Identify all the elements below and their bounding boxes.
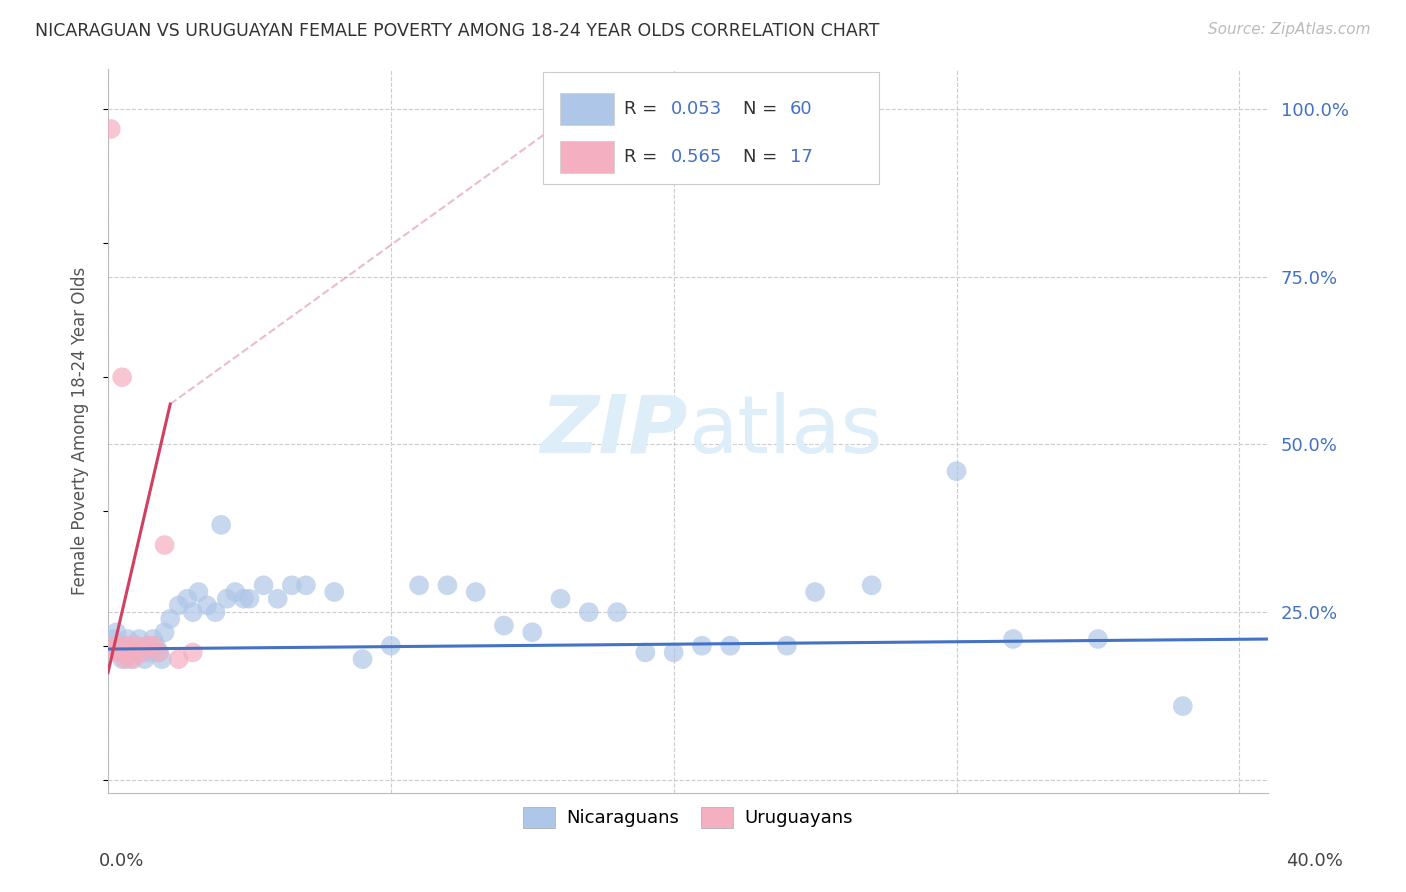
Point xyxy=(522,625,544,640)
Legend: Nicaraguans, Uruguayans: Nicaraguans, Uruguayans xyxy=(516,800,860,835)
Text: 0.0%: 0.0% xyxy=(98,852,143,870)
Point xyxy=(295,578,318,592)
Point xyxy=(128,632,150,646)
Point xyxy=(131,645,153,659)
Point xyxy=(860,578,883,592)
Text: R =: R = xyxy=(624,100,664,119)
Text: N =: N = xyxy=(744,100,783,119)
Point xyxy=(100,639,122,653)
Point xyxy=(145,639,167,653)
Point xyxy=(159,612,181,626)
Point xyxy=(1087,632,1109,646)
Point xyxy=(117,632,139,646)
Point xyxy=(267,591,290,606)
Point xyxy=(139,645,162,659)
Point xyxy=(153,625,176,640)
Point xyxy=(125,639,148,653)
Text: 40.0%: 40.0% xyxy=(1286,852,1343,870)
Point xyxy=(1002,632,1025,646)
Point xyxy=(181,605,204,619)
Point xyxy=(100,122,122,136)
Point xyxy=(167,599,190,613)
Point xyxy=(167,652,190,666)
Point xyxy=(122,652,145,666)
Point xyxy=(252,578,274,592)
Text: 0.053: 0.053 xyxy=(671,100,721,119)
Point xyxy=(125,639,148,653)
Point xyxy=(120,645,142,659)
Point xyxy=(108,645,131,659)
Point xyxy=(148,645,170,659)
Point xyxy=(776,639,799,653)
Point xyxy=(134,652,156,666)
Point xyxy=(238,591,260,606)
Point xyxy=(120,652,142,666)
Point xyxy=(224,585,246,599)
Point xyxy=(108,639,131,653)
Y-axis label: Female Poverty Among 18-24 Year Olds: Female Poverty Among 18-24 Year Olds xyxy=(72,267,89,595)
Point xyxy=(114,652,136,666)
Point xyxy=(142,639,165,653)
Point xyxy=(690,639,713,653)
Point xyxy=(105,645,128,659)
Point xyxy=(215,591,238,606)
Point xyxy=(804,585,827,599)
Point xyxy=(209,517,232,532)
FancyBboxPatch shape xyxy=(560,141,613,173)
Point xyxy=(181,645,204,659)
Point xyxy=(111,652,134,666)
Point xyxy=(148,645,170,659)
Point xyxy=(492,618,515,632)
Point xyxy=(662,645,685,659)
Point xyxy=(436,578,458,592)
Point xyxy=(323,585,346,599)
Point xyxy=(408,578,430,592)
Point xyxy=(114,639,136,653)
Text: R =: R = xyxy=(624,148,664,166)
FancyBboxPatch shape xyxy=(560,94,613,125)
Point xyxy=(606,605,628,619)
Point xyxy=(187,585,209,599)
Point xyxy=(232,591,254,606)
Point xyxy=(136,639,159,653)
Point xyxy=(111,645,134,659)
Point xyxy=(111,370,134,384)
Point xyxy=(1171,699,1194,714)
Point xyxy=(281,578,304,592)
Text: 0.565: 0.565 xyxy=(671,148,721,166)
Point xyxy=(131,645,153,659)
Point xyxy=(352,652,374,666)
Point xyxy=(105,625,128,640)
Text: 60: 60 xyxy=(790,100,813,119)
Point xyxy=(103,632,125,646)
Point xyxy=(464,585,486,599)
Point xyxy=(380,639,402,653)
Text: Source: ZipAtlas.com: Source: ZipAtlas.com xyxy=(1208,22,1371,37)
Text: ZIP: ZIP xyxy=(540,392,688,470)
Text: N =: N = xyxy=(744,148,783,166)
Text: atlas: atlas xyxy=(688,392,882,470)
Point xyxy=(153,538,176,552)
Point xyxy=(176,591,198,606)
Point xyxy=(142,632,165,646)
Point xyxy=(204,605,226,619)
Point xyxy=(578,605,600,619)
Point xyxy=(150,652,173,666)
Text: NICARAGUAN VS URUGUAYAN FEMALE POVERTY AMONG 18-24 YEAR OLDS CORRELATION CHART: NICARAGUAN VS URUGUAYAN FEMALE POVERTY A… xyxy=(35,22,880,40)
Point xyxy=(718,639,741,653)
Text: 17: 17 xyxy=(790,148,813,166)
FancyBboxPatch shape xyxy=(543,72,879,185)
Point xyxy=(117,639,139,653)
Point xyxy=(634,645,657,659)
Point xyxy=(195,599,218,613)
Point xyxy=(122,645,145,659)
Point xyxy=(136,639,159,653)
Point xyxy=(945,464,967,478)
Point xyxy=(550,591,572,606)
Point xyxy=(103,639,125,653)
